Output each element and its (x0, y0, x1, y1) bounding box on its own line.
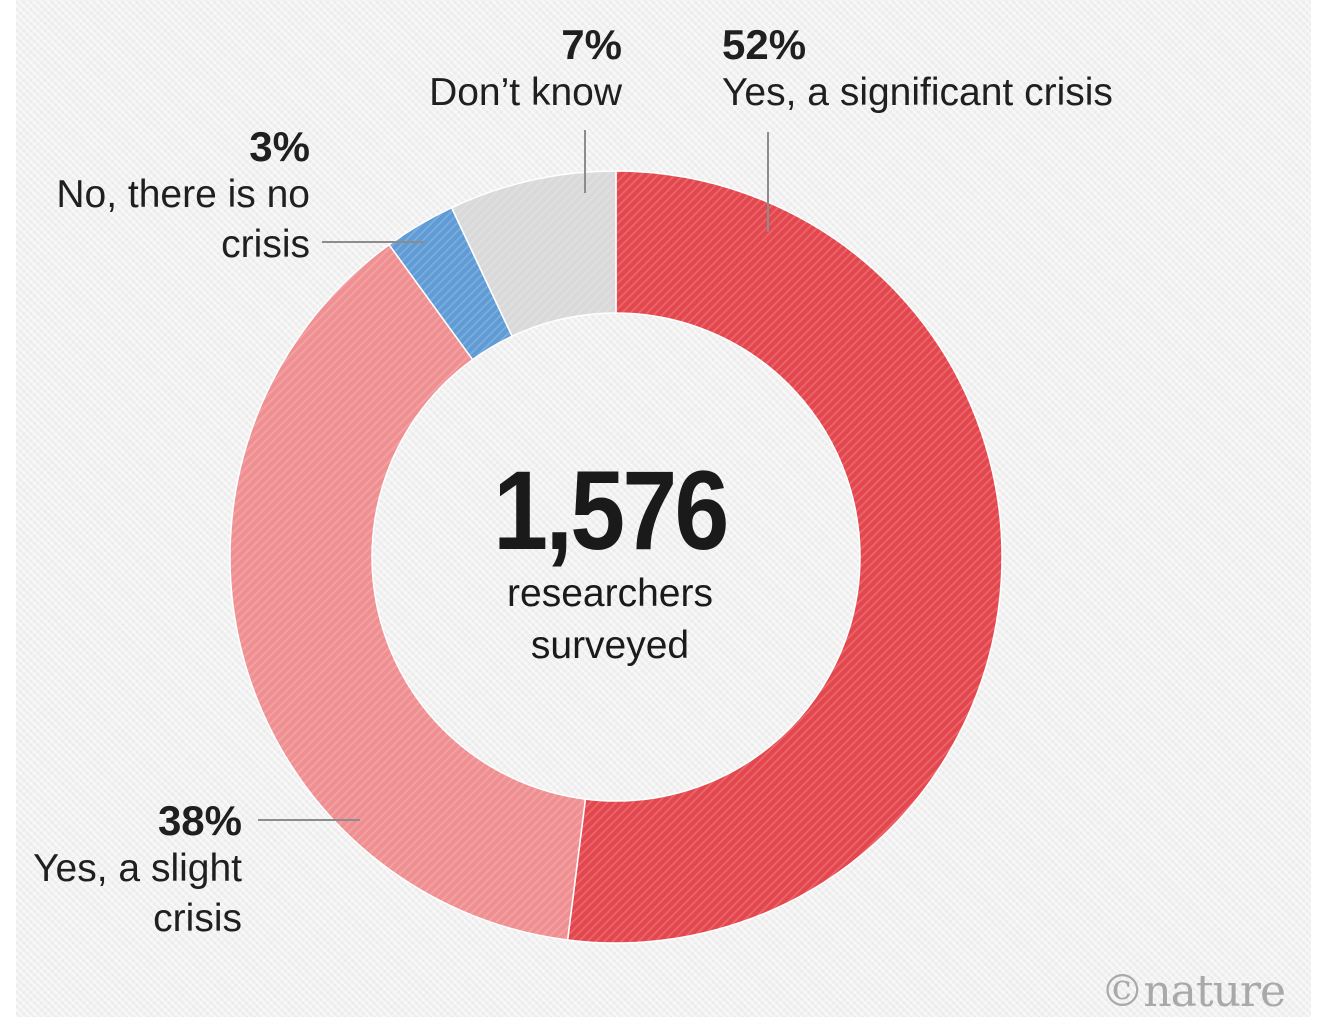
slice-dont-know-texture (451, 171, 616, 337)
frame-left-border (0, 0, 16, 1023)
nature-logo: ©nature (1100, 966, 1286, 1017)
label-no-crisis-text-line2: crisis (221, 223, 310, 267)
label-no-crisis: 3% No, there is no crisis (20, 123, 310, 270)
frame-right-border (1311, 0, 1317, 1023)
slice-significant-crisis-texture (567, 171, 1002, 943)
label-slight-crisis: 38% Yes, a slight crisis (16, 797, 242, 944)
label-significant-crisis: 52% Yes, a significant crisis (722, 21, 1182, 118)
label-dont-know-text: Don’t know (429, 71, 622, 115)
slice-no-crisis-texture (389, 207, 513, 360)
label-no-crisis-percent: 3% (249, 123, 310, 170)
label-slight-crisis-text-line1: Yes, a slight (33, 847, 242, 891)
center-total-value: 1,576 (493, 448, 729, 573)
label-significant-crisis-text: Yes, a significant crisis (722, 71, 1113, 115)
label-dont-know: 7% Don’t know (360, 21, 622, 118)
label-no-crisis-text-line1: No, there is no (56, 173, 310, 217)
label-slight-crisis-text-line2: crisis (153, 897, 242, 941)
slice-slight-crisis-texture (230, 244, 586, 940)
center-total: 1,576 researchers surveyed (410, 455, 810, 671)
label-slight-crisis-percent: 38% (157, 797, 242, 844)
center-caption-line1: researchers (507, 572, 713, 615)
label-dont-know-percent: 7% (561, 21, 622, 68)
label-significant-crisis-percent: 52% (722, 21, 807, 68)
center-caption-line2: surveyed (530, 623, 690, 667)
frame-bottom-border (0, 1017, 1317, 1023)
